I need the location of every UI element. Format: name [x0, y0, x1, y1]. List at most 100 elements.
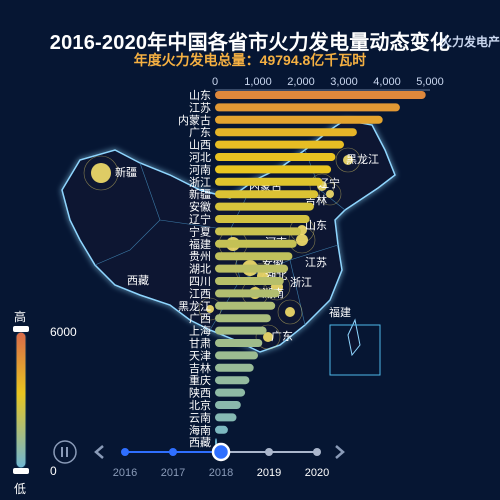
point-ripple: [335, 147, 361, 173]
timeline-year-label[interactable]: 2020: [305, 467, 329, 479]
bar[interactable]: [215, 351, 258, 360]
bar[interactable]: [215, 91, 426, 99]
map-label: 西藏: [127, 274, 149, 287]
map-point[interactable]: [285, 307, 295, 317]
map-point[interactable]: [206, 305, 214, 313]
bar[interactable]: [215, 326, 267, 335]
timeline-current-node[interactable]: [211, 442, 231, 462]
map-point[interactable]: [91, 163, 111, 183]
bar[interactable]: [215, 153, 336, 161]
chart-title: 2016-2020年中国各省市火力发电量动态变化: [49, 32, 451, 54]
timeline-node[interactable]: [121, 448, 129, 456]
bar[interactable]: [215, 425, 228, 434]
bar[interactable]: [215, 363, 254, 372]
chart-subtitle: 年度火力发电总量：49794.8亿千瓦时: [133, 52, 367, 68]
y-tick-label: 北京: [189, 398, 211, 412]
bar[interactable]: [215, 289, 280, 298]
bar[interactable]: [215, 277, 284, 285]
x-tick-label: 5,000: [416, 76, 444, 88]
bar[interactable]: [215, 115, 383, 124]
bar[interactable]: [215, 103, 400, 112]
map-label: 浙江: [290, 276, 312, 289]
bar[interactable]: [215, 215, 310, 223]
bar[interactable]: [215, 413, 237, 422]
map-point[interactable]: [263, 332, 273, 342]
timeline-year-label[interactable]: 2019: [257, 467, 281, 479]
point-ripple: [83, 155, 119, 191]
bar[interactable]: [215, 140, 344, 149]
x-tick-label: 0: [212, 76, 218, 88]
map-label: 新疆: [115, 165, 137, 179]
bar[interactable]: [215, 339, 263, 347]
bar[interactable]: [215, 227, 301, 236]
y-tick-label: 天津: [189, 349, 211, 362]
visual-map-bar[interactable]: [15, 331, 27, 469]
bar[interactable]: [215, 376, 250, 385]
bar[interactable]: [215, 314, 271, 323]
timeline-year-label[interactable]: 2017: [161, 467, 185, 479]
province-border: [289, 259, 306, 326]
visual-map-min-label: 0: [50, 464, 57, 478]
map-point[interactable]: [343, 155, 353, 165]
timeline-year-label[interactable]: 2016: [113, 467, 137, 479]
timeline-year-label[interactable]: 2018: [209, 467, 233, 479]
visual-map-low-label: 低: [14, 482, 27, 496]
bar[interactable]: [215, 301, 276, 310]
x-tick-label: 1,000: [244, 76, 272, 88]
bar[interactable]: [215, 264, 289, 273]
map-label: 辽宁: [318, 176, 340, 190]
pause-icon[interactable]: [53, 440, 77, 464]
visual-map-handle-top[interactable]: [13, 326, 29, 332]
visual-map-handle-bottom[interactable]: [13, 468, 29, 474]
timeline-node[interactable]: [313, 448, 321, 456]
bar[interactable]: [215, 388, 246, 397]
y-tick-label: 陕西: [189, 386, 211, 400]
y-tick-label: 山西: [189, 139, 211, 152]
y-tick-label: 江西: [189, 287, 211, 300]
bar[interactable]: [215, 202, 314, 211]
bar[interactable]: [215, 177, 323, 186]
bar[interactable]: [215, 401, 241, 409]
visual-map-max-label: 6000: [50, 325, 77, 339]
next-icon[interactable]: [335, 445, 345, 459]
y-tick-label: 山东: [189, 89, 211, 102]
province-border: [94, 162, 161, 266]
y-tick-label: 海南: [189, 423, 211, 437]
y-tick-label: 吉林: [189, 361, 211, 375]
map-label: 广东: [271, 330, 293, 343]
bar[interactable]: [215, 252, 293, 261]
prev-icon[interactable]: [94, 445, 104, 459]
map-point[interactable]: [326, 190, 334, 198]
bar[interactable]: [215, 190, 319, 199]
visual-map[interactable]: [13, 326, 29, 474]
point-ripple: [277, 299, 303, 325]
point-ripple: [255, 324, 281, 350]
y-tick-label: 贵州: [189, 250, 211, 263]
y-tick-label: 甘肃: [189, 337, 211, 350]
y-tick-label: 新疆: [189, 187, 211, 201]
bar[interactable]: [215, 128, 357, 137]
pause-icon-bar: [61, 447, 63, 457]
y-tick-label: 湖北: [189, 263, 211, 276]
map-label: 福建: [329, 305, 351, 319]
timeline-node[interactable]: [169, 448, 177, 456]
bar[interactable]: [215, 165, 332, 174]
y-axis: 山东江苏内蒙古广东山西河北河南浙江新疆安徽辽宁宁夏福建贵州湖北四川江西黑龙江广西…: [178, 89, 211, 449]
point-ripple: [249, 262, 277, 290]
point-ripple: [263, 273, 291, 301]
timeline: 2016 2017 2018 2019 2020: [53, 440, 345, 479]
map-point[interactable]: [296, 234, 308, 246]
timeline-node[interactable]: [265, 448, 273, 456]
visual-map-high-label: 高: [14, 310, 27, 324]
bar-chart: [215, 91, 426, 447]
point-ripple: [318, 182, 342, 206]
y-tick-label: 黑龙江: [178, 300, 211, 313]
pause-icon-bar: [66, 447, 68, 457]
y-tick-label: 四川: [189, 276, 211, 288]
y-tick-label: 西藏: [189, 436, 211, 449]
x-tick-label: 2,000: [287, 76, 315, 88]
bar[interactable]: [215, 239, 297, 248]
chart-title-suffix: 火力发电产: [439, 35, 500, 49]
y-tick-label: 河南: [189, 163, 211, 176]
